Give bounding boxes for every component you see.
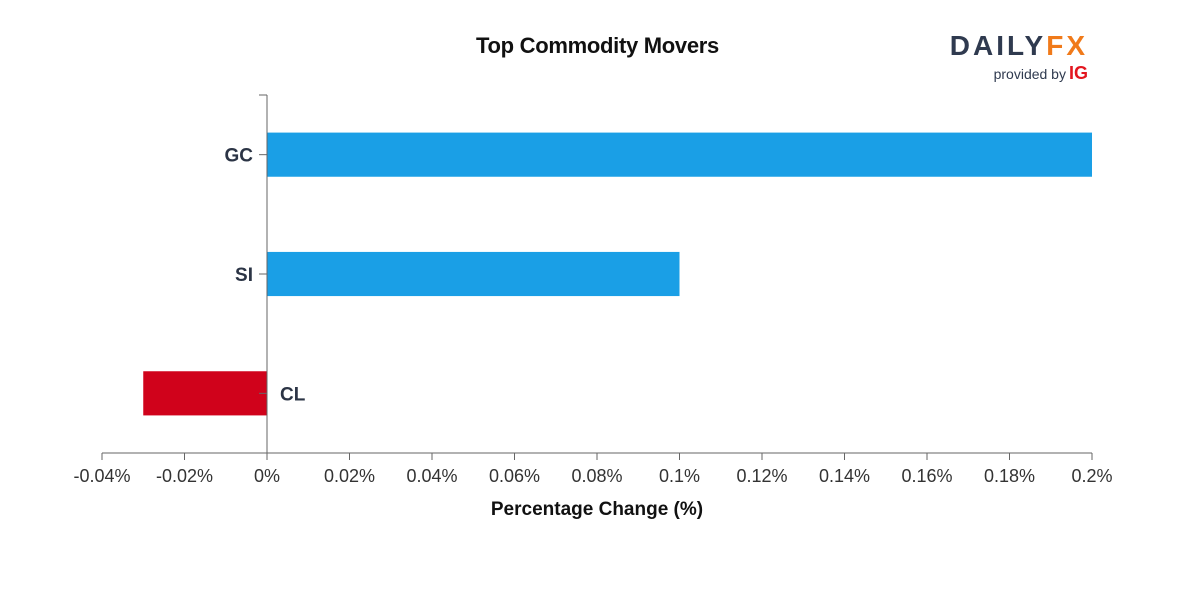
x-tick-label: 0.2%: [1071, 466, 1112, 486]
axes-group: [101, 94, 1093, 460]
category-label: GC: [225, 146, 254, 167]
logo-ig-text: IG: [1068, 63, 1088, 83]
logo-provided-by: provided by IG: [994, 64, 1088, 83]
x-tick-label: 0%: [254, 466, 280, 486]
labels-group: -0.04% -0.02% 0% 0.02% 0.04% 0.06% 0.08% 0.1% 0.…: [73, 146, 1112, 520]
logo-fx-text: FX: [1046, 30, 1088, 61]
category-label: SI: [235, 265, 253, 286]
bar-si: [267, 251, 680, 297]
x-tick-label: 0.16%: [901, 466, 952, 486]
x-tick-label: -0.04%: [73, 466, 130, 486]
x-tick-label: 0.1%: [659, 466, 700, 486]
x-tick-label: 0.12%: [736, 466, 787, 486]
category-label: CL: [280, 384, 306, 405]
x-tick-label: 0.18%: [984, 466, 1035, 486]
x-tick-label: 0.04%: [406, 466, 457, 486]
x-axis-title: Percentage Change (%): [491, 499, 703, 520]
bar-gc: [267, 132, 1092, 177]
logo-daily-text: DAILY: [949, 30, 1047, 61]
chart-title: Top Commodity Movers: [476, 33, 719, 58]
x-tick-label: 0.06%: [489, 466, 540, 486]
x-tick-label: -0.02%: [156, 466, 213, 486]
x-tick-label: 0.02%: [324, 466, 375, 486]
dailyfx-logo: DAILYFX provided by IG: [930, 30, 1090, 86]
bar-cl: [143, 371, 267, 416]
provided-by-text: provided by: [993, 66, 1066, 82]
bars-group: [143, 132, 1092, 416]
x-tick-label: 0.08%: [571, 466, 622, 486]
x-tick-label: 0.14%: [819, 466, 870, 486]
logo-wordmark: DAILYFX: [950, 30, 1088, 62]
